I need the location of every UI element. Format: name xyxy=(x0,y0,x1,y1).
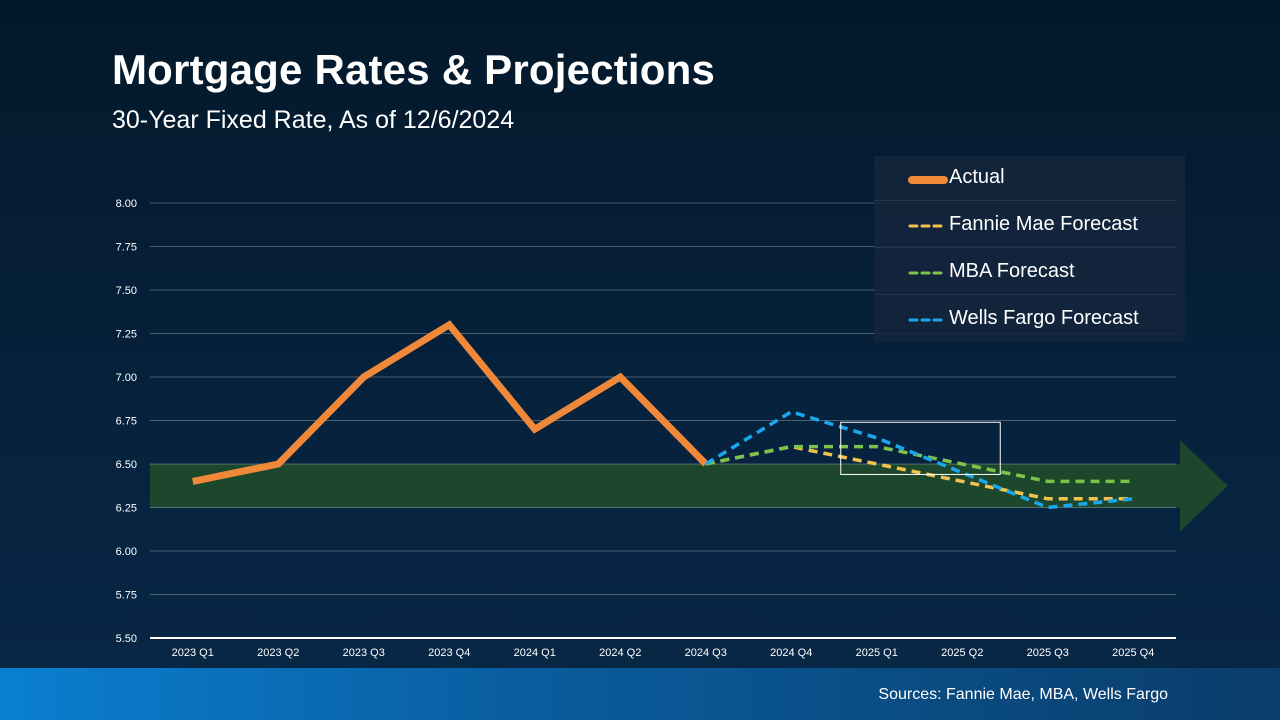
y-tick-label: 6.25 xyxy=(116,503,137,515)
x-tick-label: 2024 Q1 xyxy=(514,647,556,659)
x-tick-label: 2024 Q3 xyxy=(685,647,727,659)
series-line-actual xyxy=(192,320,709,485)
legend-label-actual: Actual xyxy=(949,166,1005,188)
legend-label-fannie: Fannie Mae Forecast xyxy=(949,213,1138,235)
x-tick-label: 2023 Q1 xyxy=(172,647,214,659)
sources-note: Sources: Fannie Mae, MBA, Wells Fargo xyxy=(878,686,1168,703)
x-tick-label: 2024 Q4 xyxy=(770,647,812,659)
legend-item-wells: Wells Fargo Forecast xyxy=(874,297,1177,341)
series-line-mba xyxy=(705,444,1134,484)
legend-item-fannie: Fannie Mae Forecast xyxy=(874,203,1177,248)
series-line-wells xyxy=(704,409,1134,510)
line-chart: 8.00 7.75 7.50 7.25 7.00 6.75 6.50 6.25 6.00 5.75… xyxy=(116,198,1228,659)
highlight-band-arrow xyxy=(150,440,1228,532)
x-tick-label: 2025 Q4 xyxy=(1112,647,1154,659)
y-tick-label: 7.50 xyxy=(116,285,137,297)
legend-swatch-actual xyxy=(908,176,948,184)
page-subtitle: 30-Year Fixed Rate, As of 12/6/2024 xyxy=(112,106,515,134)
legend-item-mba: MBA Forecast xyxy=(874,250,1177,295)
chart-legend: Actual Fannie Mae Forecast MBA Forecast … xyxy=(874,156,1185,342)
legend-item-actual: Actual xyxy=(874,156,1177,201)
y-tick-label: 6.00 xyxy=(116,546,137,558)
x-tick-label: 2023 Q3 xyxy=(343,647,385,659)
highlight-box xyxy=(840,421,1001,475)
legend-swatch-fannie xyxy=(908,224,948,228)
x-tick-label: 2023 Q4 xyxy=(428,647,470,659)
y-tick-label: 5.75 xyxy=(116,590,137,602)
y-tick-label: 8.00 xyxy=(116,198,137,210)
page-title: Mortgage Rates & Projections xyxy=(112,46,716,93)
y-tick-label: 7.00 xyxy=(116,372,137,384)
footer-bar xyxy=(0,668,1280,720)
legend-label-mba: MBA Forecast xyxy=(949,260,1075,282)
x-tick-label: 2025 Q3 xyxy=(1027,647,1069,659)
y-tick-label: 5.50 xyxy=(116,633,137,645)
x-tick-label: 2024 Q2 xyxy=(599,647,641,659)
x-tick-label: 2023 Q2 xyxy=(257,647,299,659)
legend-swatch-wells xyxy=(908,318,948,322)
legend-swatch-mba xyxy=(908,271,948,275)
x-tick-label: 2025 Q1 xyxy=(856,647,898,659)
y-tick-label: 7.25 xyxy=(116,329,137,341)
series-line-fannie xyxy=(705,444,1134,501)
x-tick-label: 2025 Q2 xyxy=(941,647,983,659)
y-tick-label: 6.50 xyxy=(116,459,137,471)
legend-label-wells: Wells Fargo Forecast xyxy=(949,307,1139,329)
y-tick-label: 6.75 xyxy=(116,416,137,428)
y-tick-label: 7.75 xyxy=(116,242,137,254)
